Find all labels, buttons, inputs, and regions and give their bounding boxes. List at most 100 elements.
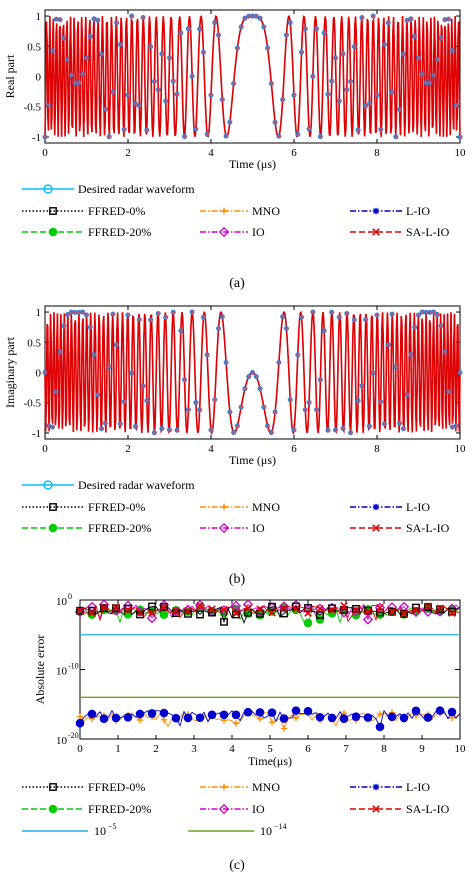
y-axis-label: Imaginary part: [3, 336, 17, 408]
data-point: [224, 361, 228, 365]
data-point: [149, 45, 153, 49]
x-tick-label: 4: [229, 743, 235, 755]
data-point: [172, 79, 176, 83]
data-point: [285, 33, 289, 37]
y-tick-label: -1: [32, 428, 41, 440]
data-point: [115, 21, 119, 25]
data-point: [55, 17, 59, 21]
y-tick-label: -0.5: [24, 398, 42, 410]
data-point: [357, 128, 361, 132]
x-tick-label: 7: [343, 743, 349, 755]
data-point: [230, 600, 242, 612]
data-point: [251, 14, 255, 18]
data-point: [96, 18, 100, 22]
data-point: [172, 310, 176, 314]
legend-entry: [22, 804, 84, 814]
panel-label: (c): [229, 858, 245, 872]
legend-entry: [350, 503, 402, 511]
data-point: [198, 27, 202, 31]
data-point: [77, 310, 81, 314]
legend-marker: [218, 226, 230, 238]
y-tick-label: 10: [56, 596, 68, 608]
legend-label: SA-L-IO: [406, 802, 450, 816]
data-point: [123, 400, 127, 404]
data-point: [390, 312, 394, 316]
data-point: [262, 25, 266, 29]
data-point: [187, 408, 191, 412]
y-axis-label: Real part: [3, 54, 17, 98]
data-point: [123, 127, 127, 131]
data-point: [368, 424, 372, 428]
legend-label-exponent: −14: [274, 822, 287, 831]
x-tick-label: 6: [291, 147, 297, 159]
data-point: [115, 343, 119, 347]
y-tick-label: 1: [36, 11, 42, 23]
legend-marker: [48, 523, 58, 533]
data-point: [119, 422, 123, 426]
x-tick-label: 10: [455, 743, 467, 755]
data-point: [89, 325, 93, 329]
data-point: [104, 421, 108, 425]
data-point: [138, 318, 142, 322]
data-point: [130, 371, 134, 375]
data-point: [281, 315, 285, 319]
legend-marker: [48, 804, 58, 814]
legend-entry: [350, 228, 402, 236]
data-point: [424, 310, 428, 314]
data-point: [432, 310, 436, 314]
data-point: [352, 604, 360, 613]
data-point: [191, 310, 195, 314]
data-point: [304, 408, 308, 412]
data-point: [364, 318, 368, 322]
legend-marker: [43, 480, 53, 490]
data-point: [421, 72, 425, 76]
data-point: [362, 614, 374, 625]
data-point: [274, 120, 278, 124]
data-point: [74, 81, 78, 85]
data-point: [194, 127, 198, 131]
data-point: [424, 603, 432, 611]
data-point: [323, 329, 327, 333]
data-point: [236, 424, 240, 428]
data-point: [338, 99, 342, 103]
legend-marker: [220, 207, 228, 215]
data-point: [224, 134, 228, 138]
data-point: [175, 428, 179, 432]
data-point: [447, 17, 451, 21]
data-point: [417, 313, 421, 317]
x-tick-label: 0: [42, 147, 48, 159]
data-point: [43, 135, 47, 139]
data-point: [240, 405, 244, 409]
legend-label: SA-L-IO: [406, 521, 450, 535]
data-point: [394, 365, 398, 369]
data-point: [66, 57, 70, 61]
data-point: [62, 36, 66, 40]
data-point: [304, 27, 308, 31]
data-point: [74, 310, 78, 314]
data-point: [334, 428, 338, 432]
data-point: [198, 408, 202, 412]
legend-entry: [200, 226, 248, 238]
legend-entry: [350, 207, 402, 215]
data-point: [255, 375, 259, 379]
data-point: [134, 424, 138, 428]
legend-label: IO: [252, 225, 265, 239]
data-point: [289, 21, 293, 25]
data-point: [62, 324, 66, 328]
data-point: [251, 371, 255, 374]
legend-marker: [43, 184, 53, 194]
data-point: [349, 79, 353, 83]
y-tick-exponent: 0: [68, 592, 72, 601]
data-point: [323, 31, 327, 35]
data-point: [111, 90, 115, 94]
data-point: [183, 378, 187, 382]
data-point: [281, 98, 285, 102]
x-tick-label: 4: [208, 147, 214, 159]
data-point: [421, 310, 425, 314]
x-tick-label: 2: [125, 443, 131, 455]
data-point: [270, 82, 274, 86]
series-group: [42, 309, 463, 436]
data-point: [398, 421, 402, 425]
data-point: [175, 92, 179, 96]
panel-label: (b): [229, 572, 246, 587]
